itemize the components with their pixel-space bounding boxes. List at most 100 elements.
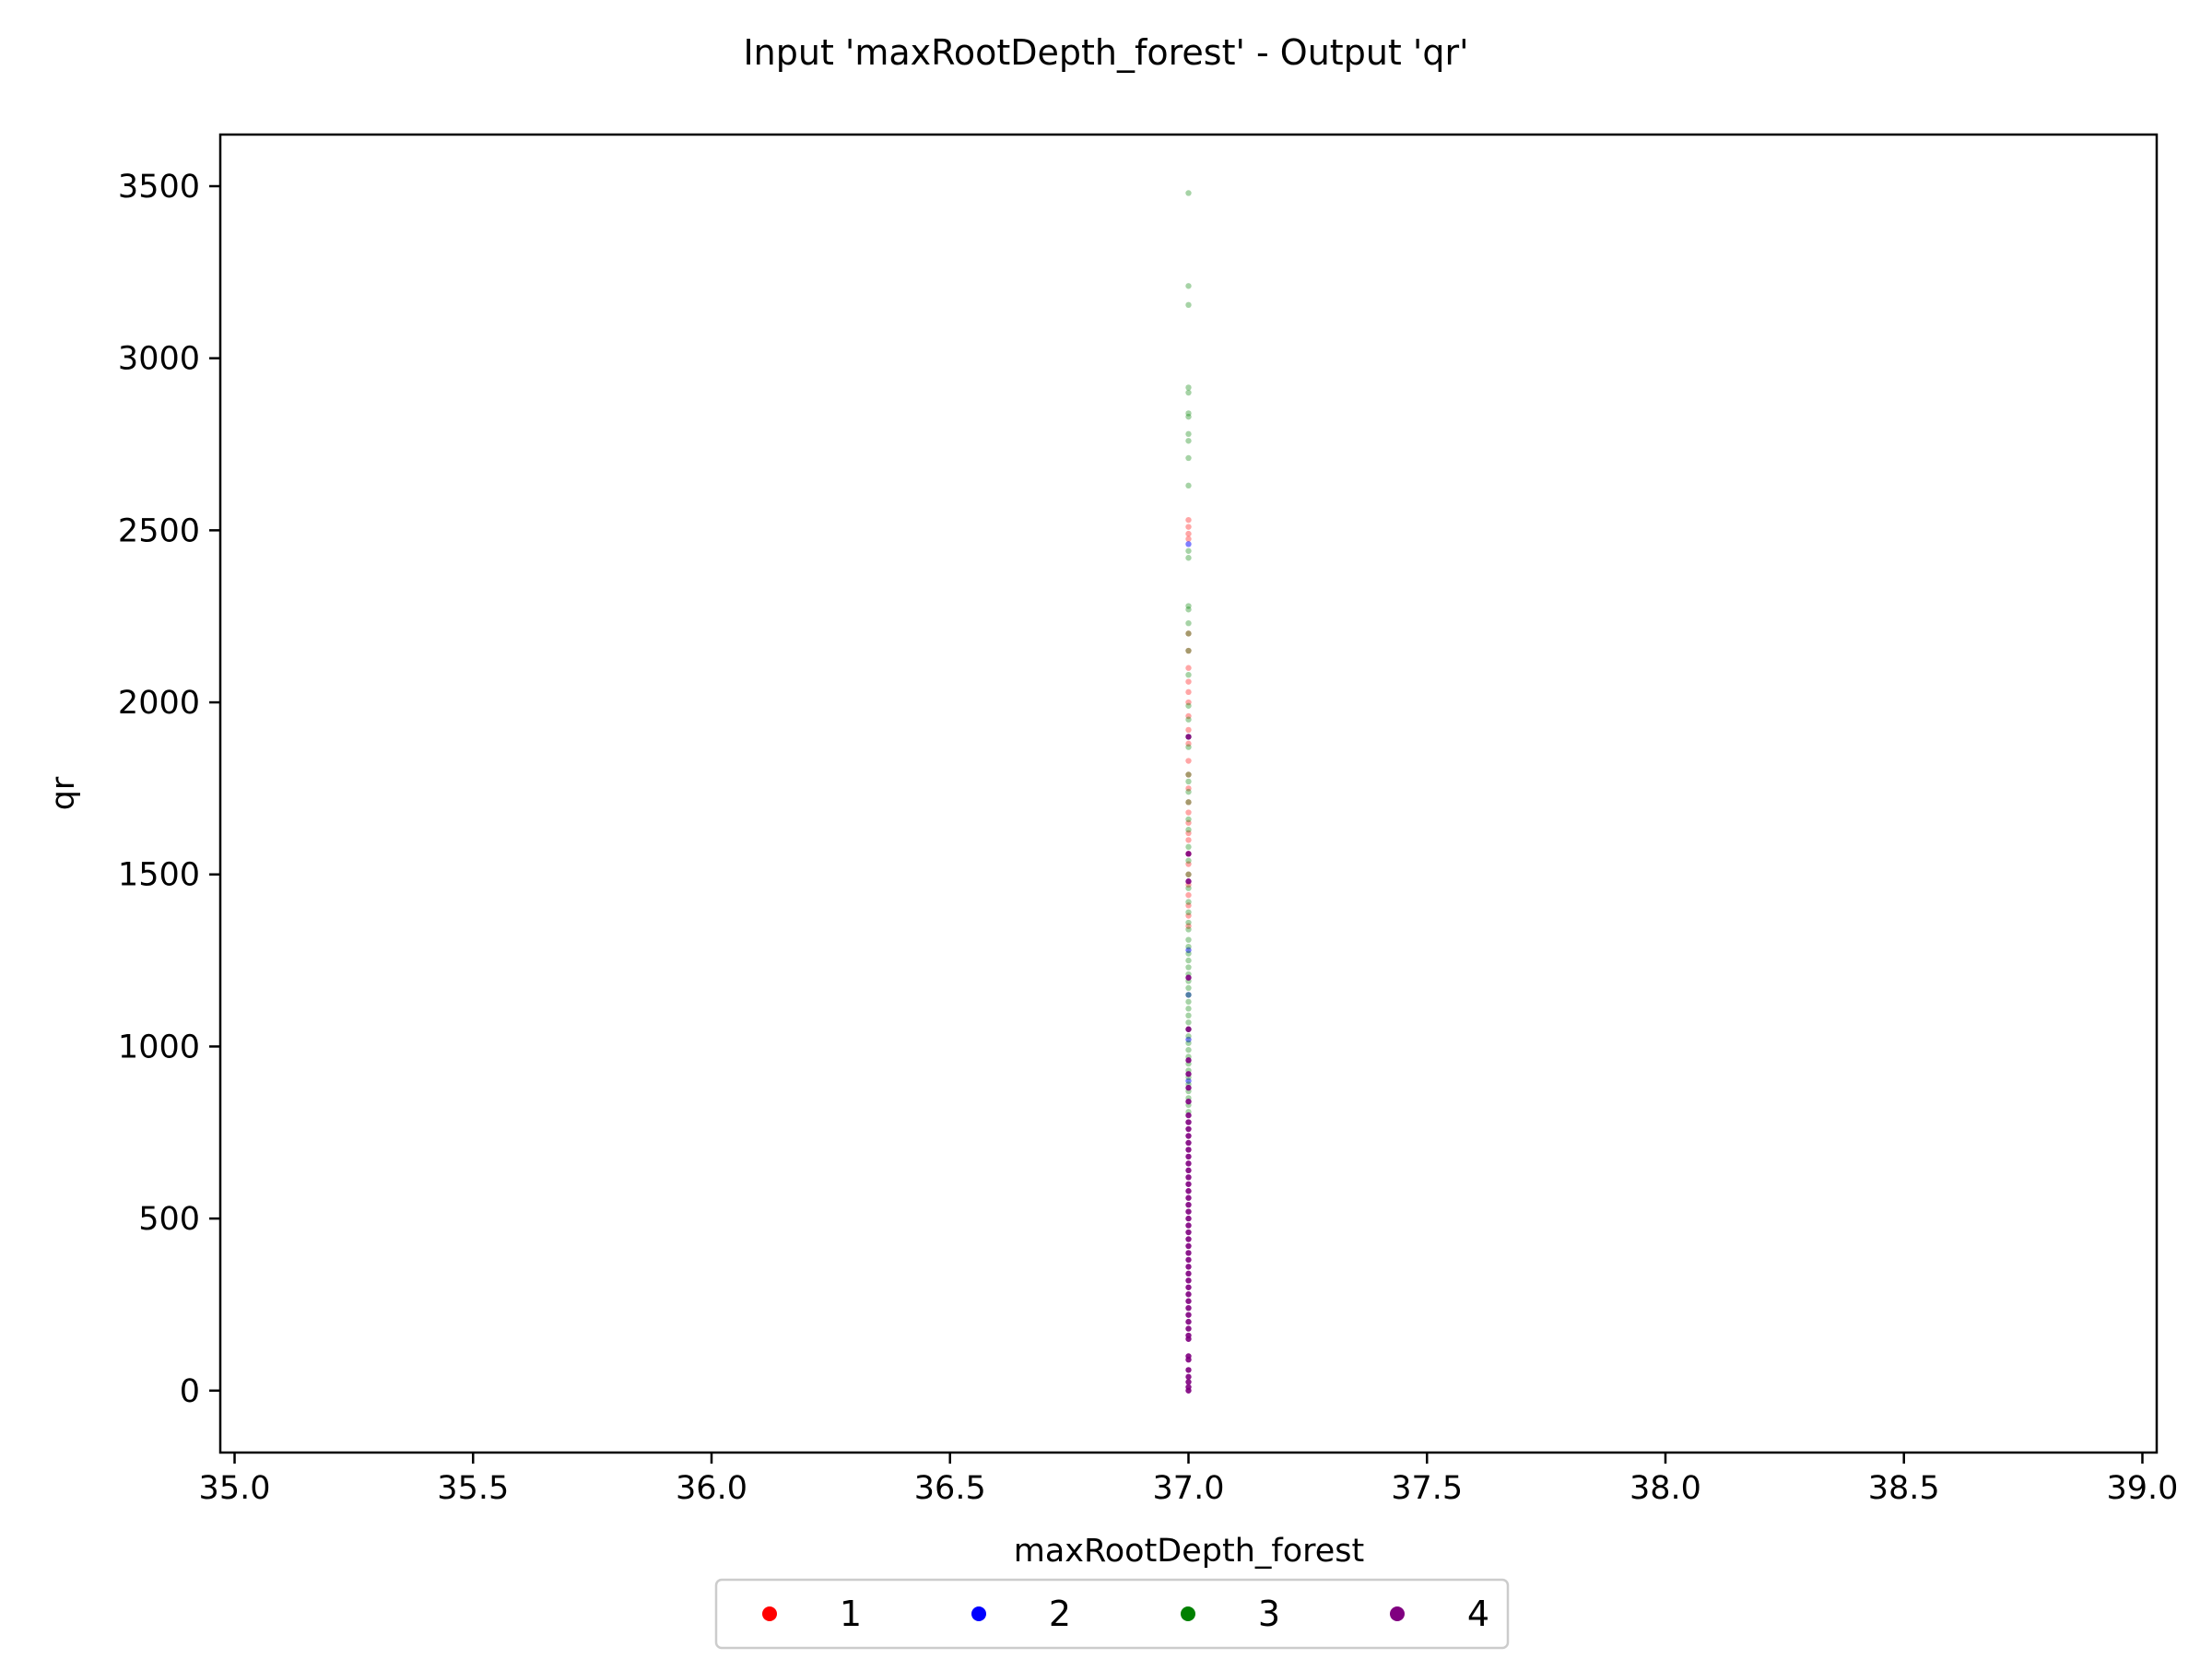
data-point-series-1: [1185, 837, 1192, 843]
data-point-series-3: [1185, 301, 1192, 309]
data-point-series-4: [1185, 1373, 1192, 1381]
data-point-series-3: [1185, 843, 1192, 851]
x-tick-label: 35.0: [199, 1470, 271, 1507]
data-point-series-4: [1185, 1298, 1192, 1304]
data-point-series-4: [1185, 1160, 1192, 1167]
data-point-series-4: [1185, 1174, 1192, 1181]
legend-label-2: 2: [1049, 1594, 1071, 1634]
data-point-series-1: [1185, 891, 1192, 899]
data-point-series-3: [1185, 1019, 1192, 1026]
data-point-series-4: [1185, 1236, 1192, 1242]
data-point-series-4: [1185, 1208, 1192, 1215]
data-point-series-4: [1185, 1387, 1192, 1394]
data-point-series-1: [1185, 830, 1192, 837]
data-point-series-3: [1185, 454, 1192, 462]
data-point-series-3: [1185, 410, 1192, 417]
data-point-series-4: [1185, 1318, 1192, 1325]
legend-marker-3: [1181, 1606, 1195, 1621]
data-point-series-4: [1185, 1147, 1192, 1153]
data-point-series-3: [1185, 606, 1192, 613]
y-tick-label: 0: [180, 1373, 200, 1410]
data-point-series-1: [1185, 902, 1192, 909]
data-point-series-4: [1185, 1119, 1192, 1125]
data-point-series-1: [1185, 871, 1192, 877]
data-point-series-2: [1185, 1036, 1192, 1043]
x-tick-label: 39.0: [2107, 1470, 2179, 1507]
y-tick-label: 3500: [118, 169, 200, 206]
data-point-series-3: [1185, 547, 1192, 554]
x-axis-label: maxRootDepth_forest: [1014, 1533, 1365, 1570]
data-point-series-1: [1185, 688, 1192, 696]
data-point-series-3: [1185, 482, 1192, 489]
y-axis-ticks: 0 500 1000 1500 2000 2500 3000 3500: [118, 169, 220, 1410]
y-tick-label: 2000: [118, 685, 200, 722]
data-point-series-1: [1185, 861, 1192, 867]
data-point-series-4: [1185, 1277, 1192, 1284]
data-point-series-4: [1185, 974, 1192, 981]
data-point-series-3: [1185, 389, 1192, 396]
y-tick-label: 3000: [118, 341, 200, 378]
data-point-series-3: [1185, 1040, 1192, 1046]
data-point-series-3: [1185, 1046, 1192, 1053]
legend-marker-2: [971, 1606, 986, 1621]
data-point-series-2: [1185, 1077, 1192, 1084]
data-point-series-4: [1185, 1188, 1192, 1194]
data-point-series-4: [1185, 1071, 1192, 1077]
y-axis-label: qr: [45, 776, 82, 810]
data-point-series-3: [1185, 964, 1192, 971]
data-point-series-3: [1185, 885, 1192, 891]
data-point-series-4: [1185, 1284, 1192, 1290]
data-point-series-4: [1185, 734, 1192, 740]
data-point-series-4: [1185, 1139, 1192, 1147]
y-tick-label: 2500: [118, 512, 200, 549]
data-point-series-3: [1185, 816, 1192, 823]
data-point-series-3: [1185, 957, 1192, 964]
data-point-series-4: [1185, 1153, 1192, 1160]
data-point-series-3: [1185, 919, 1192, 926]
data-point-series-3: [1185, 827, 1192, 833]
data-point-series-1: [1185, 912, 1192, 919]
data-point-series-3: [1185, 1006, 1192, 1012]
data-point-series-4: [1185, 1057, 1192, 1064]
y-tick-label: 1000: [118, 1029, 200, 1065]
legend-box: [714, 1578, 1510, 1650]
data-point-series-3: [1185, 555, 1192, 561]
data-point-series-1: [1185, 535, 1192, 542]
data-point-series-3: [1185, 984, 1192, 992]
data-point-series-4: [1185, 1304, 1192, 1312]
data-point-series-3: [1185, 630, 1192, 637]
data-point-series-4: [1185, 1098, 1192, 1105]
data-point-series-4: [1185, 1256, 1192, 1264]
data-point-series-3: [1185, 992, 1192, 998]
data-point-series-4: [1185, 1085, 1192, 1091]
data-point-series-3: [1185, 619, 1192, 627]
data-point-series-1: [1185, 771, 1192, 778]
data-point-series-1: [1185, 740, 1192, 747]
data-point-series-3: [1185, 943, 1192, 950]
data-point-series-3: [1185, 771, 1192, 778]
data-point-series-3: [1185, 788, 1192, 795]
data-point-series-2: [1185, 992, 1192, 998]
x-tick-label: 37.5: [1391, 1470, 1463, 1507]
data-point-series-4: [1185, 1335, 1192, 1342]
data-point-series-3: [1185, 799, 1192, 806]
data-point-series-1: [1185, 524, 1192, 530]
x-tick-label: 36.0: [676, 1470, 747, 1507]
data-point-series-1: [1185, 785, 1192, 792]
y-tick-label: 500: [138, 1201, 200, 1238]
data-point-series-3: [1185, 190, 1192, 196]
data-point-series-3: [1185, 744, 1192, 750]
data-point-series-4: [1185, 1215, 1192, 1222]
data-point-series-3: [1185, 603, 1192, 609]
data-point-series-4: [1185, 1133, 1192, 1139]
data-point-series-4: [1185, 1250, 1192, 1256]
data-point-series-1: [1185, 758, 1192, 764]
data-point-series-1: [1185, 647, 1192, 654]
data-point-series-2: [1185, 947, 1192, 954]
data-point-series-4: [1185, 1379, 1192, 1385]
x-axis-ticks: 35.0 35.5 36.0 36.5 37.0 37.5 38.0 38.5 39.0: [199, 1453, 2179, 1507]
y-tick-label: 1500: [118, 857, 200, 894]
data-point-series-4: [1185, 1291, 1192, 1298]
data-point-series-3: [1185, 384, 1192, 391]
data-point-series-4: [1185, 1125, 1192, 1133]
